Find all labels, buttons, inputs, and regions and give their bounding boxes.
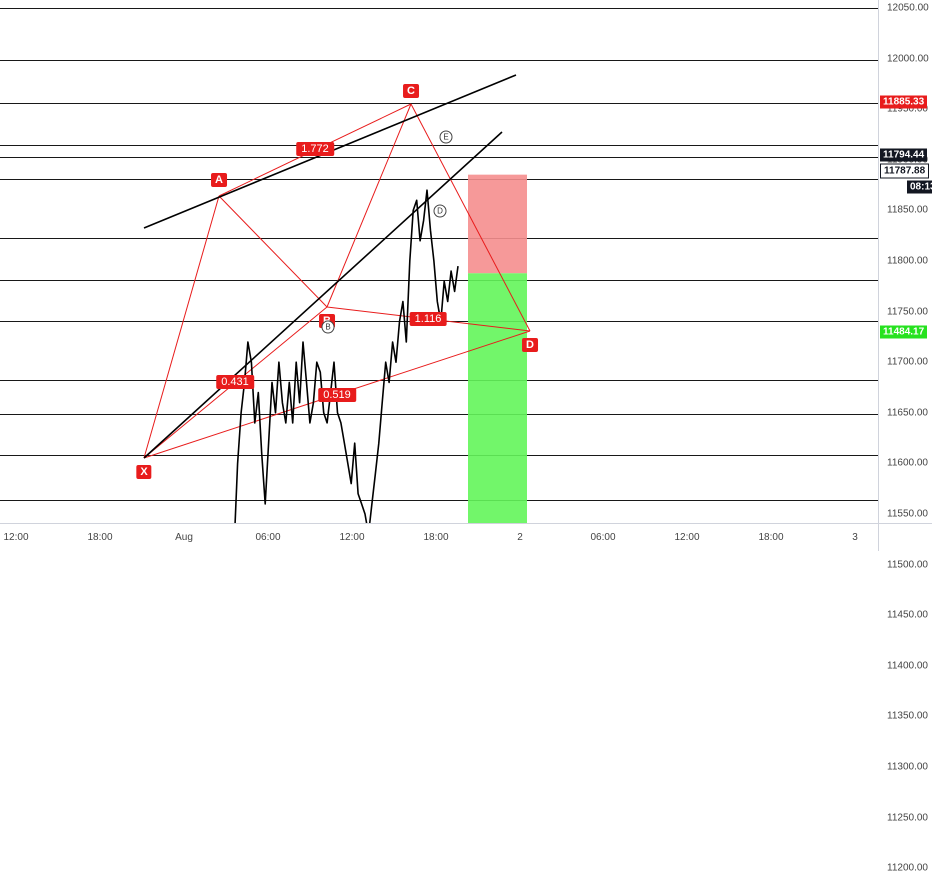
ratio-label-ac[interactable]: 1.772 [296, 142, 334, 156]
price-tick-label: 11300.00 [887, 761, 928, 773]
last-price-badge: 11794.44 [880, 148, 928, 162]
pattern-point-d[interactable]: D [522, 338, 538, 352]
pattern-leg-cd[interactable] [410, 103, 531, 332]
price-tick-label: 11500.00 [887, 559, 928, 571]
time-tick-label: Aug [175, 532, 193, 543]
target-price-badge: 11484.17 [880, 325, 928, 339]
price-line [234, 189, 459, 523]
price-tick-label: 12050.00 [887, 2, 929, 14]
time-tick-label: 06:00 [590, 532, 616, 543]
countdown-badge: 08:13 [907, 180, 932, 194]
chart-canvas[interactable] [0, 0, 878, 523]
price-tick-label: 11250.00 [887, 812, 928, 824]
pattern-point-c[interactable]: C [403, 84, 419, 98]
stop-price-badge: 11885.33 [880, 95, 928, 109]
wave-label-b[interactable]: B [321, 320, 335, 334]
take-profit-zone[interactable] [468, 273, 527, 523]
ratio-label-xd[interactable]: 0.519 [318, 388, 356, 402]
lower-trend-line[interactable] [143, 131, 503, 459]
price-tick-label: 11200.00 [887, 862, 928, 874]
price-tick-label: 11450.00 [887, 609, 928, 621]
pattern-point-x[interactable]: X [136, 465, 152, 479]
pattern-leg-ab[interactable] [218, 195, 328, 308]
price-tick-label: 11650.00 [887, 407, 928, 419]
price-tick-label: 11400.00 [887, 660, 928, 672]
price-tick-label: 11600.00 [887, 457, 928, 469]
time-axis[interactable]: 12:00 18:00 Aug 06:00 12:00 18:00 2 06:00 12:00 1… [0, 523, 878, 551]
stop-loss-zone[interactable] [468, 174, 527, 274]
horizontal-lines [0, 8, 878, 501]
time-tick-label: 12:00 [339, 532, 365, 543]
price-tick-label: 11700.00 [887, 356, 928, 368]
price-tick-label: 11800.00 [887, 255, 928, 267]
pattern-leg-bc[interactable] [326, 103, 412, 308]
time-tick-label: 18:00 [87, 532, 113, 543]
time-tick-label: 18:00 [423, 532, 449, 543]
price-tick-label: 11950.00 [887, 103, 928, 115]
price-tick-label: 11350.00 [887, 710, 928, 722]
price-axis[interactable]: 12050.0012000.0011950.0011900.0011850.00… [878, 0, 932, 874]
time-tick-label: 12:00 [674, 532, 700, 543]
time-tick-label: 18:00 [758, 532, 784, 543]
chart-pane[interactable]: X A B C D 0.431 1.772 1.116 0.519 E D B [0, 0, 878, 523]
price-tick-label: 11550.00 [887, 508, 928, 520]
time-tick-label: 2 [517, 532, 523, 543]
pattern-leg-xa[interactable] [143, 195, 220, 459]
pattern-point-a[interactable]: A [211, 173, 227, 187]
price-tick-label: 11750.00 [887, 306, 928, 318]
time-tick-label: 12:00 [3, 532, 29, 543]
price-tick-label: 11850.00 [887, 204, 928, 216]
position-zones[interactable] [468, 174, 527, 523]
ratio-label-bd[interactable]: 1.116 [409, 312, 447, 326]
time-tick-label: 3 [852, 532, 858, 543]
time-tick-label: 06:00 [255, 532, 281, 543]
wave-label-d[interactable]: D [433, 204, 447, 218]
wave-label-e[interactable]: E [439, 130, 453, 144]
ratio-label-xb[interactable]: 0.431 [216, 375, 254, 389]
axis-corner [878, 523, 932, 551]
price-tick-label: 12000.00 [887, 53, 929, 65]
entry-price-badge: 11787.88 [880, 163, 930, 179]
